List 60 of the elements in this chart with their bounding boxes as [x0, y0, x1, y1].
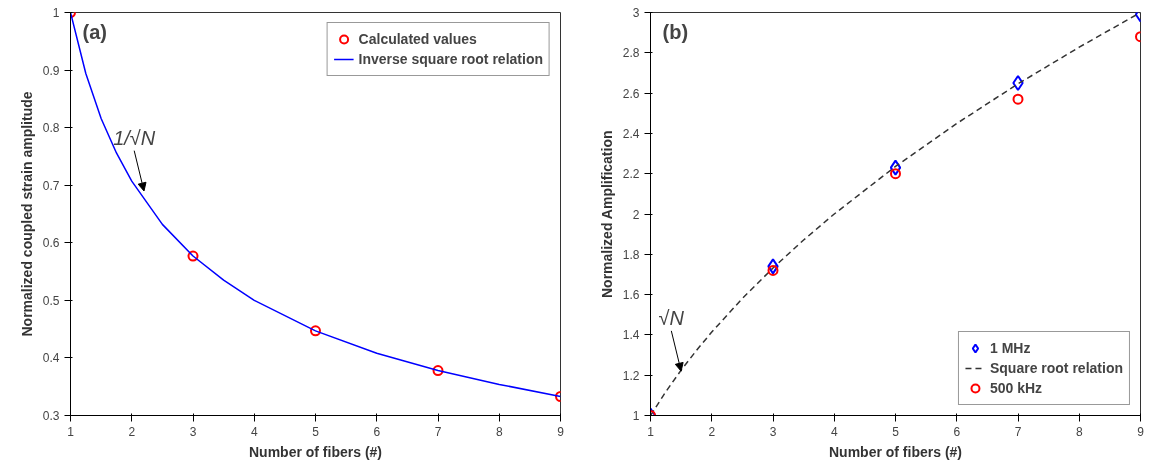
x-tick-label: 2 — [128, 424, 136, 439]
y-axis-title: Normalized Amplification — [598, 130, 615, 299]
legend-label: 500 kHz — [989, 380, 1043, 396]
x-tick-label: 1 — [67, 424, 75, 439]
y-tick-label: 2.8 — [622, 46, 640, 61]
line-series — [70, 12, 561, 398]
x-tick-label: 2 — [708, 424, 716, 439]
x-tick-label: 3 — [189, 424, 197, 439]
y-tick-label: 0.5 — [42, 293, 60, 308]
y-tick-label: 2 — [632, 207, 640, 222]
point — [890, 168, 901, 180]
x-axis-title: Number of fibers (#) — [248, 443, 383, 460]
x-tick-label: 5 — [312, 424, 320, 439]
y-tick-label: 1.6 — [622, 288, 640, 303]
point — [889, 159, 902, 176]
x-tick-label: 9 — [557, 424, 565, 439]
legend-label: 1 MHz — [989, 340, 1031, 356]
x-tick-label: 3 — [769, 424, 777, 439]
annotation: 1/√N — [113, 126, 156, 149]
x-tick-label: 6 — [953, 424, 961, 439]
annotation: (b) — [662, 20, 689, 43]
point — [1012, 93, 1024, 105]
x-tick-label: 4 — [250, 424, 258, 439]
y-tick-label: 1 — [52, 6, 60, 20]
point — [767, 258, 779, 275]
legend-label: Square root relation — [989, 360, 1123, 376]
x-axis-title: Number of fibers (#) — [828, 443, 963, 460]
point — [310, 325, 321, 337]
y-tick-label: 0.4 — [42, 351, 60, 366]
legend-label: Calculated values — [358, 31, 477, 47]
y-axis-title: Normalized coupled strain amplitude — [18, 91, 35, 337]
point — [187, 250, 199, 262]
x-tick-label: 8 — [1075, 424, 1083, 439]
point — [767, 264, 779, 276]
x-tick-label: 6 — [373, 424, 381, 439]
y-tick-label: 0.8 — [42, 121, 60, 136]
y-tick-label: 2.6 — [622, 86, 640, 101]
y-tick-label: 1.8 — [622, 247, 640, 262]
y-tick-label: 0.9 — [42, 63, 60, 78]
x-tick-label: 1 — [647, 424, 655, 439]
y-tick-label: 2.4 — [622, 126, 640, 141]
y-tick-label: 1.2 — [622, 368, 640, 383]
y-tick-label: 3 — [632, 6, 640, 20]
x-tick-label: 8 — [495, 424, 503, 439]
point — [432, 365, 444, 377]
point — [1012, 75, 1024, 92]
y-tick-label: 0.6 — [42, 236, 60, 251]
y-tick-label: 0.3 — [42, 409, 60, 423]
x-tick-label: 4 — [830, 424, 838, 439]
x-tick-label: 9 — [1137, 424, 1145, 439]
y-tick-label: 1.4 — [622, 328, 640, 343]
legend-label: Inverse square root relation — [358, 51, 543, 67]
x-tick-label: 7 — [1014, 424, 1022, 439]
y-tick-label: 1 — [632, 409, 640, 423]
annotation: (a) — [82, 20, 107, 43]
y-tick-label: 0.7 — [42, 178, 60, 193]
annotation: √N — [658, 306, 685, 329]
x-tick-label: 7 — [434, 424, 442, 439]
x-tick-label: 5 — [892, 424, 900, 439]
y-tick-label: 2.2 — [622, 167, 640, 182]
